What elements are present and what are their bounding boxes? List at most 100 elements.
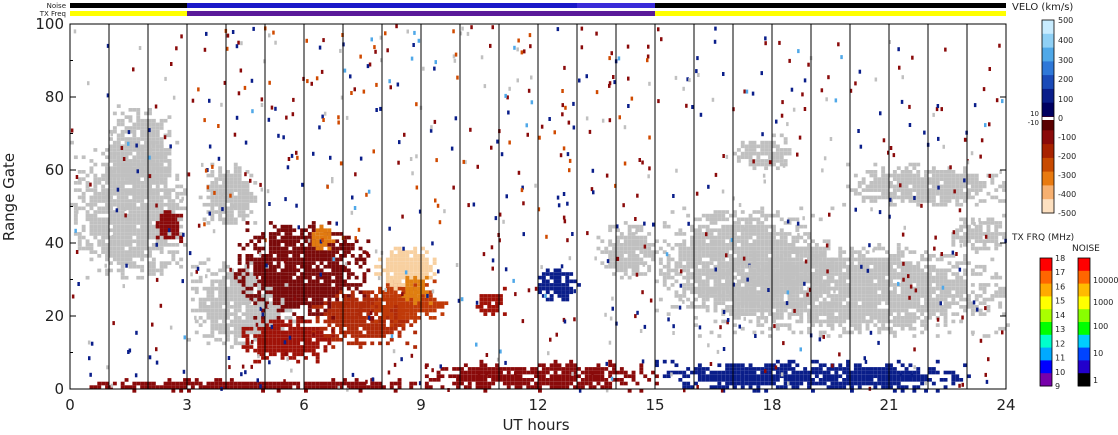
data-cell [116,162,121,167]
data-cell [900,254,905,258]
data-cell [350,341,355,346]
data-cell [97,224,102,229]
data-cell [327,261,332,265]
data-cell [775,268,780,273]
data-cell [276,308,281,313]
data-cell [869,181,874,185]
data-cell [865,326,870,331]
data-cell [237,301,242,306]
data-cell [222,202,226,207]
data-cell [877,297,882,302]
data-cell [109,210,113,214]
data-cell [885,181,889,185]
data-cell [385,341,390,346]
data-cell [822,261,827,265]
data-cell [666,243,671,247]
data-cell [159,199,164,203]
data-cell [265,294,269,298]
data-cell [210,199,215,203]
data-cell [132,184,137,189]
data-cell [194,319,199,324]
data-cell [292,250,297,254]
data-cell [155,210,160,214]
data-cell [842,308,847,313]
data-cell [339,275,343,280]
data-cell [803,232,808,236]
data-cell [764,243,769,247]
data-cell [768,294,772,298]
data-cell [226,294,230,298]
data-cell [814,283,819,287]
data-cell [694,290,698,295]
data-cell [128,108,133,112]
data-cell [288,279,293,284]
data-cell [756,264,761,269]
data-cell [245,345,250,349]
data-cell [717,250,722,254]
data-cell [982,312,987,316]
data-cell [292,352,297,357]
data-cell [101,210,106,214]
data-cell [686,268,691,273]
data-cell [268,301,273,306]
data-cell [253,235,258,240]
data-cell [346,268,351,273]
data-cell [889,294,893,298]
data-cell [132,199,137,203]
data-cell [717,275,722,280]
data-cell [744,308,749,313]
noise-label: Noise [47,2,66,10]
data-cell [690,246,694,251]
data-cell [783,235,788,240]
data-cell [904,294,909,298]
data-cell [721,301,726,306]
data-cell [343,279,347,284]
data-cell [319,305,324,309]
data-cell [331,279,336,284]
data-cell [955,264,960,269]
data-cell [811,257,815,262]
data-cell [354,323,359,327]
data-cell [842,283,847,287]
data-cell [393,257,398,262]
data-cell [288,323,293,327]
data-cell [194,290,199,295]
data-cell [304,297,308,302]
data-cell [764,144,769,149]
data-cell [666,286,671,291]
data-cell [943,294,948,298]
data-cell [889,305,893,309]
data-cell [89,195,94,200]
data-cell [783,268,788,273]
data-cell [920,283,925,287]
data-cell [853,316,858,320]
data-cell [483,294,488,298]
data-cell [136,221,141,225]
data-cell [561,294,566,298]
data-cell [304,261,308,265]
data-cell [218,213,223,218]
data-cell [261,261,265,265]
data-cell [955,275,960,280]
data-cell [77,177,82,181]
data-cell [541,272,546,276]
data-cell [935,283,940,287]
data-cell [748,213,753,218]
data-cell [666,275,671,280]
data-cell [233,195,238,200]
data-cell [222,199,226,203]
data-cell [791,272,796,276]
data-cell [257,348,262,353]
data-cell [136,115,141,119]
data-cell [896,250,901,254]
data-cell [300,301,304,306]
data-cell [421,290,425,295]
data-cell [931,166,936,170]
data-cell [159,221,164,225]
data-cell [343,250,347,254]
data-cell [959,286,964,291]
data-cell [354,239,359,244]
data-cell [300,326,304,331]
data-cell [155,144,160,149]
data-cell [249,330,254,335]
